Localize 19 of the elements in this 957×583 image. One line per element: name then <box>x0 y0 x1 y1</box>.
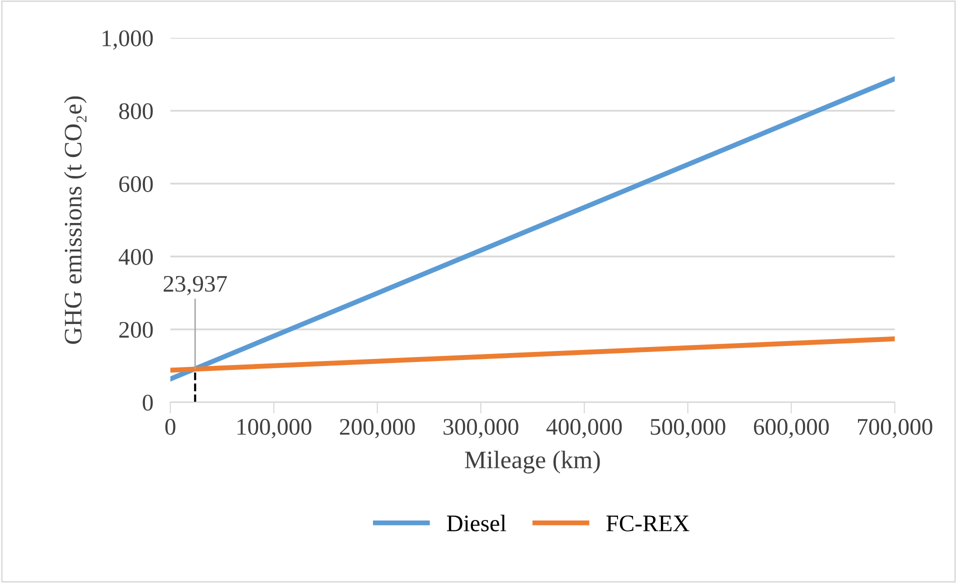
y-tick-label: 200 <box>119 322 153 338</box>
x-tick-label: 0 <box>165 418 176 435</box>
y-tick-label: 1,000 <box>102 30 153 50</box>
x-tick-label: 600,000 <box>754 418 829 438</box>
x-tick-label: 200,000 <box>340 418 415 438</box>
x-tick-label: 100,000 <box>238 418 312 438</box>
x-tick-label: 700,000 <box>858 418 932 438</box>
x-tick-label: 500,000 <box>650 418 726 438</box>
legend-label: Diesel <box>446 514 506 532</box>
legend-label: FC-REX <box>606 516 690 532</box>
x-tick-label: 300,000 <box>444 418 518 438</box>
x-axis-title: Mileage (km) <box>464 450 600 474</box>
annotation: 23,937 <box>164 276 227 296</box>
y-tick-label: 0 <box>142 394 153 411</box>
y-axis-title: GHG emissions (t CO₂e) <box>64 96 87 344</box>
y-tick-label: 600 <box>119 176 153 192</box>
y-tick-label: 400 <box>118 249 153 265</box>
x-tick-label: 400,000 <box>546 418 622 438</box>
y-tick-label: 800 <box>119 103 153 120</box>
